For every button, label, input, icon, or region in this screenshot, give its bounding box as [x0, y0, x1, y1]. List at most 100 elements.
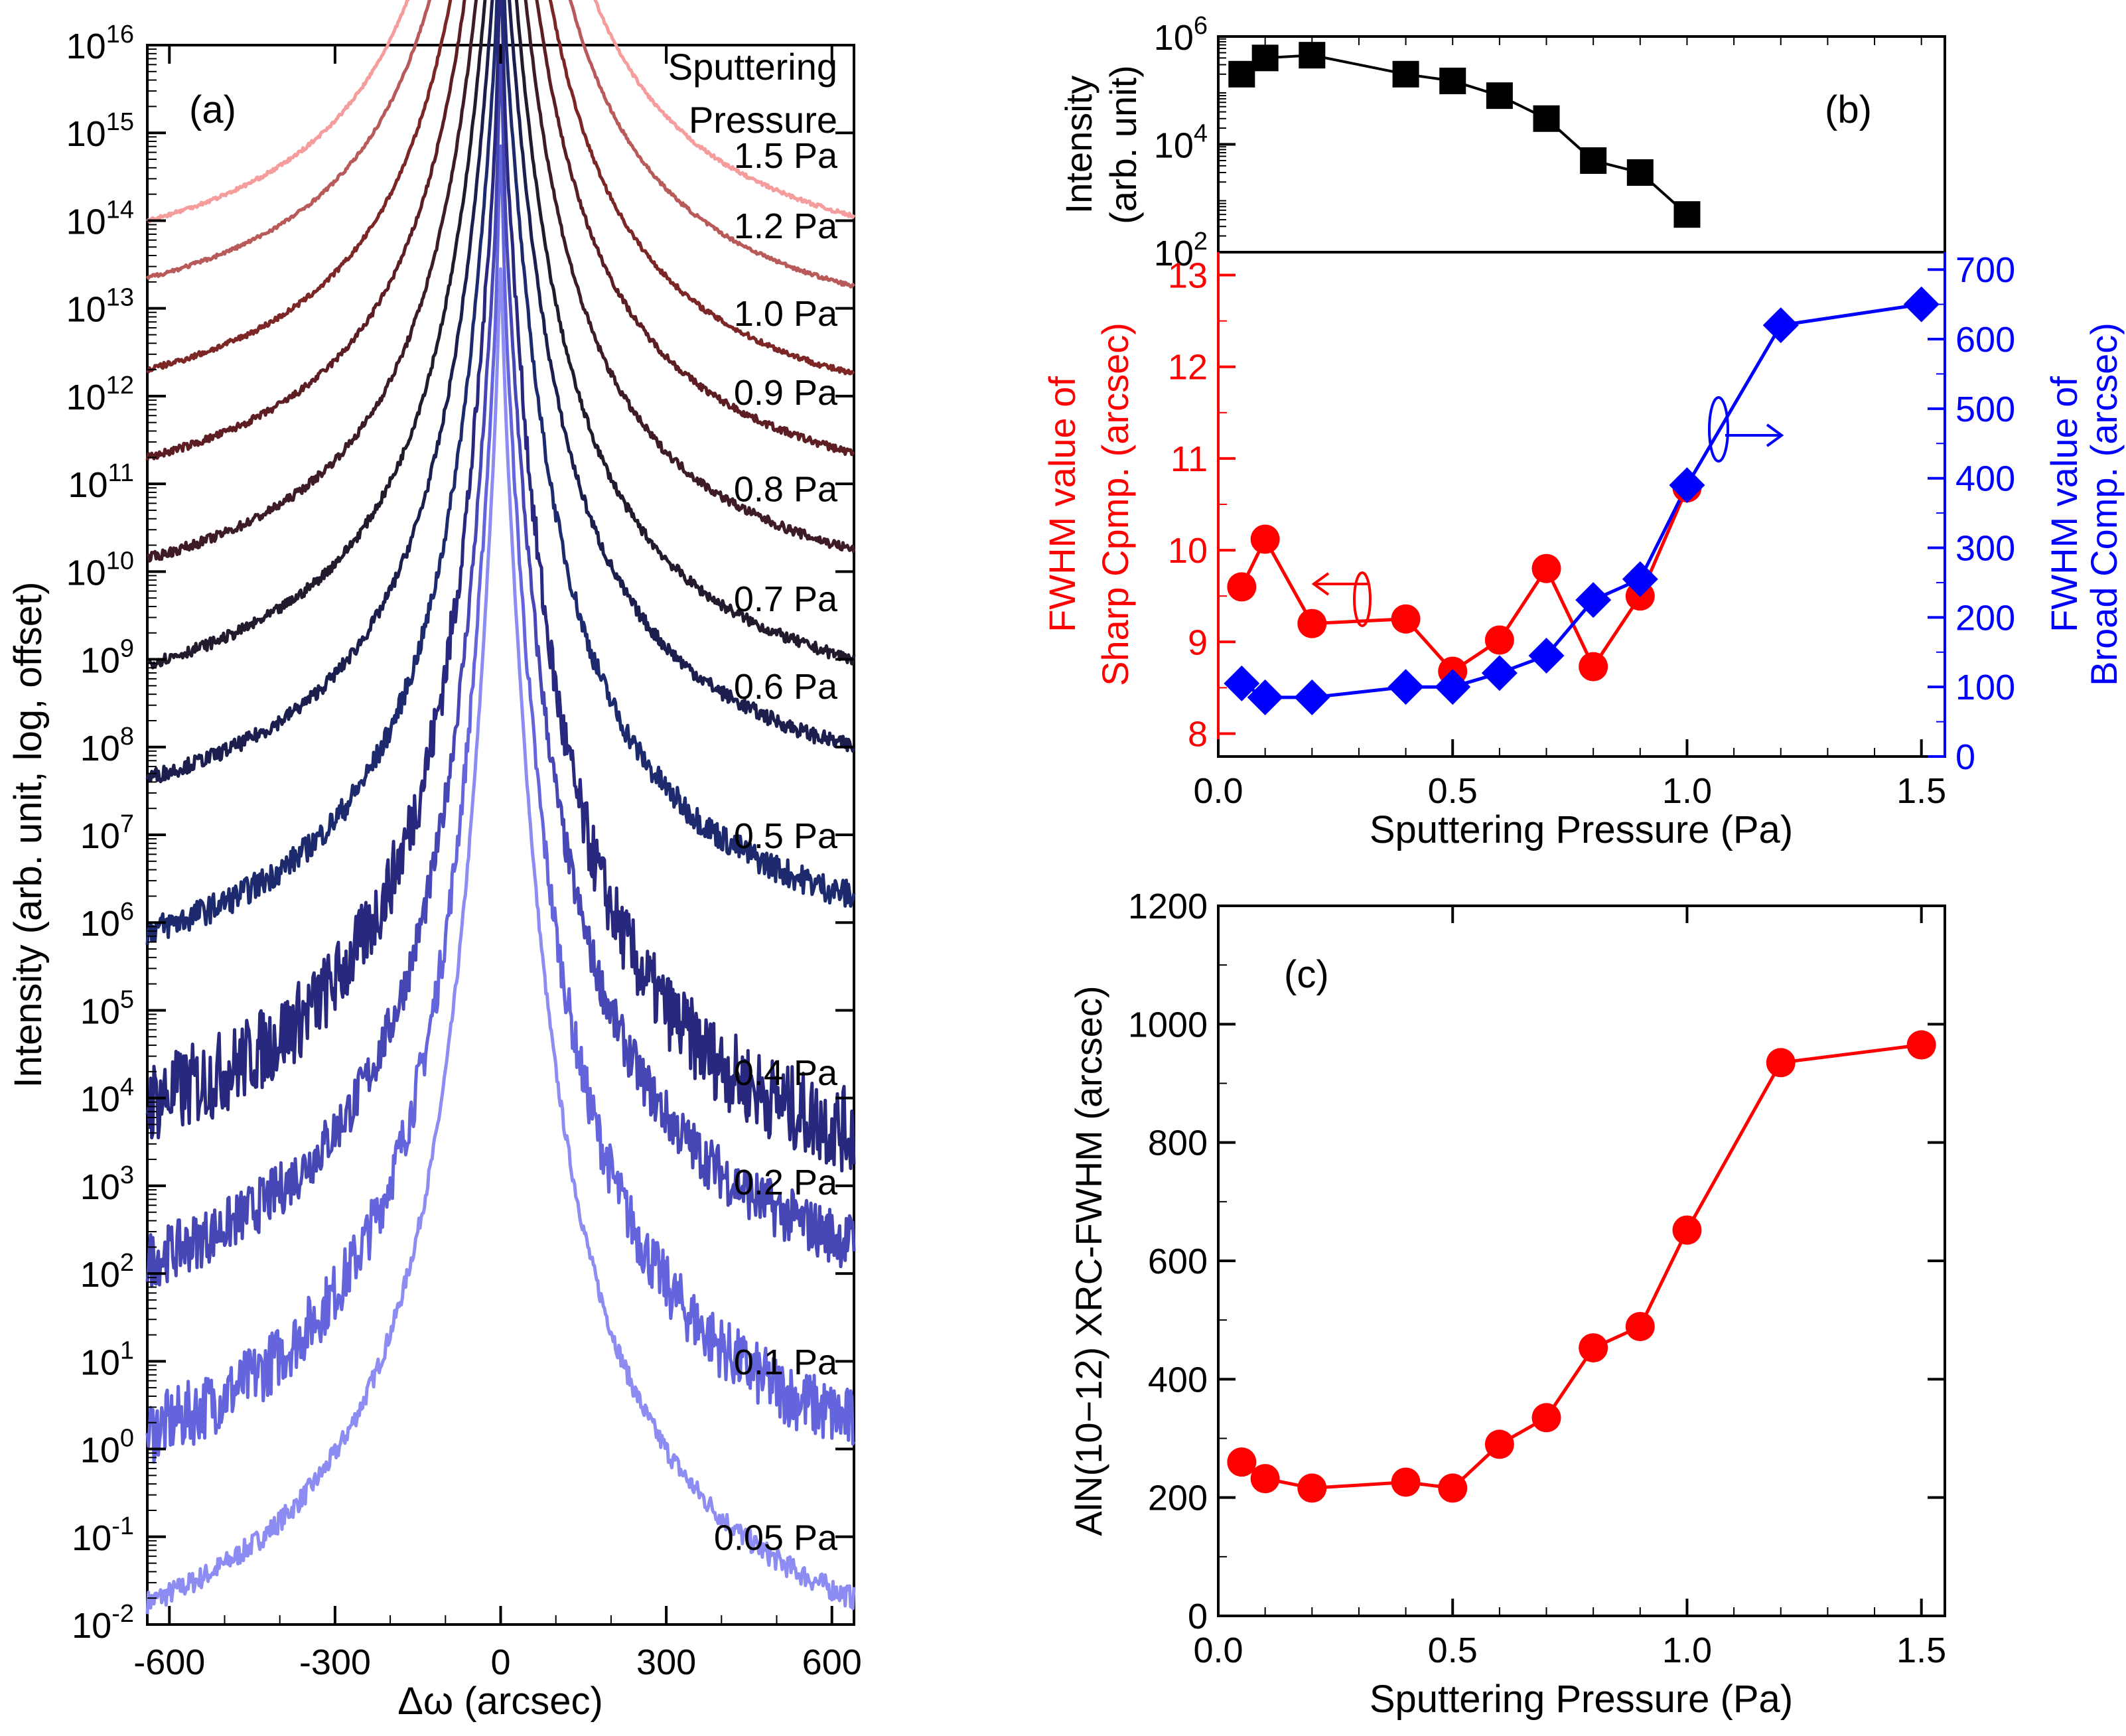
panel-a-y-tick-label-exponent: 0: [120, 1425, 134, 1453]
panel-b-broad-marker-diamond: [1294, 679, 1330, 715]
panel-c-series: [1227, 1030, 1936, 1503]
panel-b-left-y-tick-label: 13: [1168, 256, 1208, 296]
panel-b-broad-marker-diamond: [1622, 561, 1658, 597]
panel-b-right-y-label-line2: Broad Comp. (arcsec): [2083, 323, 2125, 686]
panel-a-y-tick-label-exponent: -1: [111, 1512, 134, 1540]
panel-b-label: (b): [1825, 88, 1872, 131]
panel-b-broad-marker-diamond: [1481, 655, 1518, 691]
panel-a-curve-labels: 0.05 Pa 0.1 Pa 0.2 Pa 0.4 Pa 0.5 Pa 0.6 Pa 0.7…: [714, 136, 838, 1558]
panel-a-legend-title-line1: Sputtering: [668, 46, 837, 88]
panel-a-y-tick-label-exponent: 1: [120, 1337, 134, 1364]
panel-b-top-marker-square: [1486, 82, 1513, 109]
panel-a-y-tick-label: 1013: [66, 284, 134, 330]
panel-a-curve-0-4-Pa: [145, 0, 856, 1173]
panel-b-left-y-tick-label: 10: [1168, 531, 1208, 571]
panel-c-y-tick-label: 0: [1188, 1597, 1208, 1636]
panel-b-sharp-axis-ellipse: [1353, 571, 1372, 627]
panel-b-top-marker-square: [1626, 159, 1654, 186]
panel-a-y-tick-label: 108: [80, 723, 134, 768]
panel-b-bottom-frame: [1217, 251, 1946, 758]
panel-c-y-tick-label: 600: [1148, 1242, 1208, 1281]
panel-a-y-tick-label-exponent: 12: [106, 372, 134, 399]
panel-a-curve-label: 0.05 Pa: [714, 1518, 838, 1558]
panel-c-ticks: 0 200 400 600 800 1000 1200 0.0 0.5 1.0 1.5: [1128, 887, 1946, 1670]
panel-b-top-y-tick-label-exponent: 6: [1194, 12, 1208, 40]
panel-a-x-tick-label: -600: [133, 1642, 205, 1682]
panel-b-top-series: [1228, 42, 1701, 228]
panel-b-broad-axis-ellipse: [1708, 396, 1729, 463]
panel-b-x-tick-label: 1.0: [1662, 771, 1712, 811]
panel-a-y-tick-label: 1014: [66, 196, 134, 242]
panel-c-marker-circle: [1438, 1473, 1468, 1503]
panel-a-y-tick-label: 1015: [66, 108, 134, 154]
panel-a-y-tick-label-exponent: 3: [120, 1161, 134, 1189]
panel-b-top-marker-square: [1392, 60, 1419, 88]
panel-a-curve-label: 0.4 Pa: [734, 1053, 838, 1093]
panel-a-y-tick-label: 104: [80, 1074, 134, 1120]
panel-b-left-y-label-line1: FWHM value of: [1041, 376, 1083, 632]
panel-b-top-y-tick-label: 102: [1154, 228, 1208, 273]
panel-b-top-marker-square: [1251, 44, 1279, 72]
panel-a-y-axis-label: Intensity (arb. unit, log, offset): [7, 582, 50, 1088]
panel-a-curve-1-2-Pa: [145, 0, 856, 289]
panel-a-y-tick-label-exponent: -2: [111, 1600, 134, 1628]
panel-b-top-marker-square: [1533, 105, 1560, 132]
panel-c-line: [1240, 1043, 1922, 1490]
panel-b-broad-axis-arrowhead: [1766, 423, 1784, 447]
panel-b-bottom: 8 9 10 11 12 13 0 100 200 300 400 500 600 700 0.0 0.5 1.…: [1041, 36, 2125, 851]
panel-a-y-tick-label: 1012: [66, 372, 134, 417]
panel-b-top-line: [1241, 54, 1688, 216]
panel-a-curve-label: 1.5 Pa: [734, 136, 838, 176]
panel-a-y-tick-label: 106: [80, 898, 134, 944]
panel-b-broad-marker-diamond: [1435, 669, 1471, 705]
panel-a-curve-0-5-Pa: [145, 0, 856, 945]
panel-a-y-tick-label: 105: [80, 985, 134, 1031]
panel-b-left-y-tick-label: 11: [1170, 439, 1208, 479]
panel-c-y-tick-label: 1000: [1128, 1005, 1208, 1045]
panel-a-curve-label: 0.6 Pa: [734, 667, 838, 707]
panel-b-sharp-marker-circle: [1391, 604, 1421, 634]
panel-a-y-tick-label-exponent: 6: [120, 898, 134, 926]
panel-a-curve-label: 0.9 Pa: [734, 373, 838, 413]
panel-c-marker-circle: [1484, 1429, 1514, 1459]
panel-c-marker-circle: [1227, 1447, 1257, 1477]
panel-b-broad-marker-diamond: [1575, 582, 1612, 618]
panel-a-y-tick-label-exponent: 16: [106, 21, 134, 48]
panel-b-broad-marker-diamond: [1247, 679, 1283, 715]
panel-b-top-y-tick-label-exponent: 2: [1194, 228, 1208, 255]
panel-a-y-tick-label-exponent: 8: [120, 723, 134, 751]
panel-b-right-y-tick-label: 500: [1955, 390, 2015, 429]
panel-c-x-tick-label: 1.5: [1896, 1630, 1946, 1670]
panel-b-top-y-label-line2: (arb. unit): [1102, 65, 1144, 224]
panel-c-label: (c): [1284, 953, 1329, 996]
panel-c-y-tick-label: 800: [1148, 1123, 1208, 1163]
panel-a-curve-label: 0.2 Pa: [734, 1163, 838, 1202]
panel-a-y-tick-label: 1016: [66, 21, 134, 66]
panel-a-curve-0-8-Pa: [147, 0, 856, 563]
panel-b-sharp-marker-circle: [1484, 625, 1514, 655]
panel-a: 10-210-110010110210310410510610710810910…: [7, 0, 862, 1723]
panel-c-marker-circle: [1625, 1311, 1655, 1341]
panel-c-y-axis-label: AlN(10−12) XRC-FWHM (arcsec): [1068, 985, 1109, 1536]
panel-c-marker-circle: [1672, 1215, 1702, 1245]
panel-c-marker-circle: [1531, 1403, 1561, 1433]
panel-b-x-tick-label: 1.5: [1896, 771, 1946, 811]
panel-b-top-y-tick-label: 106: [1154, 12, 1208, 58]
panel-c-marker-circle: [1391, 1467, 1421, 1497]
panel-a-x-ticks: -600 -300 0 300 600: [133, 45, 862, 1682]
panel-c-y-tick-label: 200: [1148, 1479, 1208, 1518]
panel-a-curve-label: 0.8 Pa: [734, 470, 838, 510]
panel-a-x-tick-label: -300: [299, 1642, 371, 1682]
panel-a-y-tick-label-exponent: 14: [106, 196, 134, 224]
panel-a-y-tick-label-exponent: 2: [120, 1249, 134, 1277]
panel-b-top-marker-square: [1673, 201, 1701, 228]
panel-b-left-y-tick-label: 9: [1188, 622, 1208, 662]
panel-b-right-y-label-line1: FWHM value of: [2043, 376, 2085, 632]
panel-b-right-y-tick-label: 400: [1955, 459, 2015, 499]
panel-a-curves: [145, 0, 856, 1615]
panel-c-x-tick-label: 1.0: [1662, 1630, 1712, 1670]
panel-b-top-frame: [1217, 35, 1946, 253]
panel-b-sharp-marker-circle: [1531, 553, 1561, 583]
panel-a-y-tick-label-exponent: 7: [120, 810, 134, 838]
